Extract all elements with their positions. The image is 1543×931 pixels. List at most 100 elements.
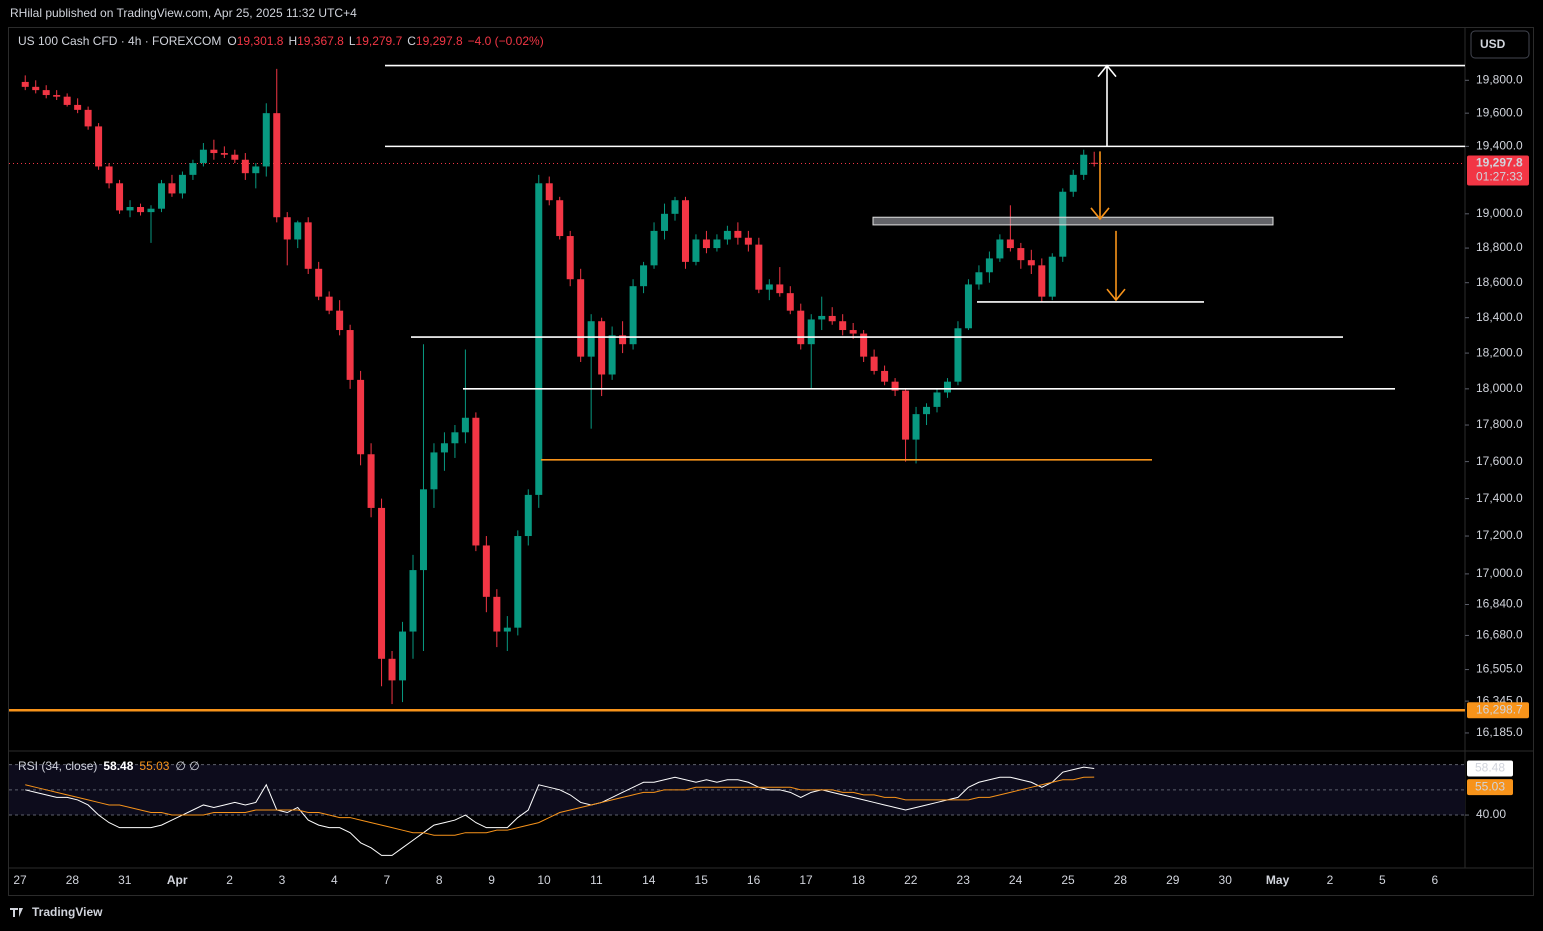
candle-body <box>116 183 124 211</box>
candle-body <box>409 570 417 632</box>
rsi-ma-tag <box>1467 779 1513 796</box>
candle-body <box>252 166 260 174</box>
candle-body <box>849 330 857 334</box>
x-tick-label: Apr <box>167 873 188 887</box>
candle-body <box>493 596 501 632</box>
candle-body <box>294 222 302 240</box>
x-tick-label: 4 <box>331 873 338 887</box>
candle-body <box>388 658 396 681</box>
candle-body <box>755 244 763 290</box>
candle-body <box>63 96 71 105</box>
candle-body <box>503 627 511 632</box>
candle-body <box>566 236 574 280</box>
candle-body <box>681 200 689 262</box>
chart-title: US 100 Cash CFD · 4h · FOREXCOM O19,301.8… <box>18 34 544 48</box>
candle-body <box>231 154 239 160</box>
candle-body <box>84 109 92 127</box>
candle-body <box>95 126 103 167</box>
x-tick-label: 23 <box>957 873 971 887</box>
brand: TradingView <box>32 905 103 919</box>
x-tick-label: 5 <box>1379 873 1386 887</box>
candle-body <box>870 356 878 371</box>
candle-body <box>262 113 270 167</box>
candle-body <box>74 104 82 110</box>
y-tick-label: 16,840.0 <box>1476 597 1523 611</box>
y-tick-label: 16,680.0 <box>1476 628 1523 642</box>
candle-body <box>346 330 354 380</box>
candle-body <box>147 208 155 213</box>
x-tick-label: 3 <box>279 873 286 887</box>
y-tick-label: 18,800.0 <box>1476 240 1523 254</box>
publisher: RHilal published on TradingView.com, Apr… <box>10 6 357 20</box>
rsi-line <box>25 766 1095 856</box>
candle-body <box>1048 256 1056 297</box>
y-tick-label: 18,000.0 <box>1476 381 1523 395</box>
candle-body <box>912 414 920 440</box>
x-tick-label: 2 <box>226 873 233 887</box>
y-tick-label: 19,400.0 <box>1476 139 1523 153</box>
candle-body <box>640 265 648 287</box>
candle-body <box>661 213 669 231</box>
y-tick-label: 18,200.0 <box>1476 345 1523 359</box>
x-tick-label: 29 <box>1166 873 1180 887</box>
candle-body <box>902 390 910 440</box>
candle-body <box>608 335 616 375</box>
candle-body <box>440 443 448 453</box>
candle-body <box>1027 260 1035 266</box>
rsi-legend: RSI (34, close) 58.48 55.03 ∅ ∅ <box>18 759 200 773</box>
x-tick-label: 6 <box>1431 873 1438 887</box>
candle-body <box>283 217 291 240</box>
candle-body <box>723 230 731 240</box>
x-tick-label: 8 <box>436 873 443 887</box>
y-tick-label: 17,200.0 <box>1476 528 1523 542</box>
candle-body <box>126 207 134 211</box>
y-tick-label: 19,000.0 <box>1476 206 1523 220</box>
last-price-tag <box>1467 155 1529 186</box>
x-tick-label: 9 <box>488 873 495 887</box>
candle-body <box>419 489 427 571</box>
drawing-arrow <box>1090 151 1110 221</box>
candle-body <box>42 90 50 96</box>
candle-body <box>304 222 312 269</box>
level-tag <box>1467 702 1529 719</box>
candle-body <box>702 239 710 249</box>
candle-body <box>975 272 983 285</box>
x-tick-label: 25 <box>1061 873 1075 887</box>
candle-body <box>629 286 637 345</box>
y-tick-label: 18,600.0 <box>1476 275 1523 289</box>
rsi-line <box>25 776 1095 836</box>
currency-button[interactable] <box>1470 30 1530 59</box>
candle-body <box>168 183 176 194</box>
y-tick-label: 19,600.0 <box>1476 105 1523 119</box>
last-price-label: 19,297.8 <box>1476 156 1523 170</box>
y-tick-label: 16,185.0 <box>1476 725 1523 739</box>
x-tick-label: 30 <box>1219 873 1233 887</box>
candle-body <box>430 452 438 490</box>
candle-body <box>765 284 773 290</box>
candle-body <box>325 296 333 311</box>
countdown: 01:27:33 <box>1476 170 1523 184</box>
candle-body <box>451 432 459 444</box>
candle-body <box>797 310 805 345</box>
candle-body <box>21 81 29 87</box>
candle-body <box>357 379 365 455</box>
x-tick-label: 15 <box>695 873 709 887</box>
candle-body <box>881 370 889 382</box>
candle-body <box>1069 174 1077 192</box>
candle-body <box>378 507 386 659</box>
candle-body <box>1006 239 1014 249</box>
candle-body <box>577 279 585 357</box>
candle-body <box>996 239 1004 259</box>
candle-body <box>482 545 490 597</box>
candle-body <box>336 310 344 331</box>
y-tick-label: 17,400.0 <box>1476 491 1523 505</box>
y-tick-label: 19,800.0 <box>1476 72 1523 86</box>
candle-body <box>367 454 375 508</box>
candle-body <box>839 321 847 331</box>
y-tick-label: 18,400.0 <box>1476 310 1523 324</box>
candle-body <box>53 95 61 97</box>
rsi-tag <box>1467 760 1513 777</box>
candle-body <box>619 335 627 345</box>
currency[interactable]: USD <box>1480 37 1506 51</box>
